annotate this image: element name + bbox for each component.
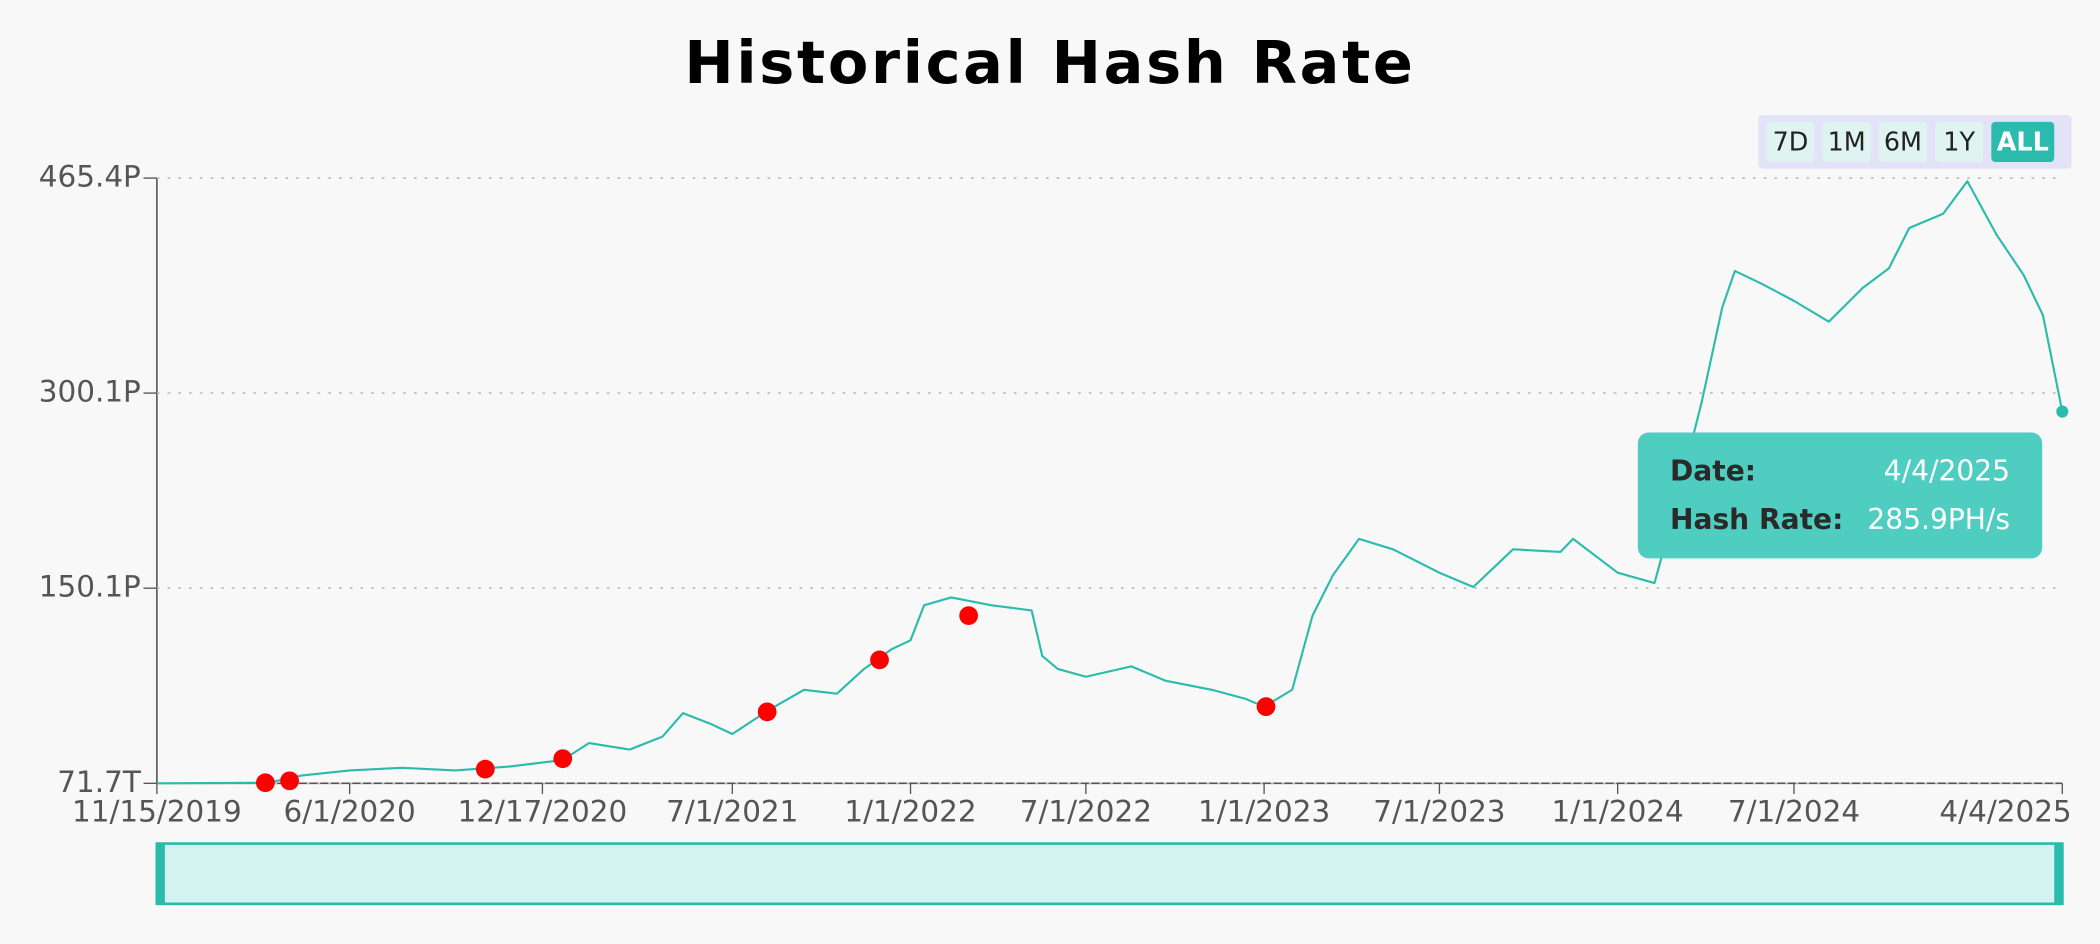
x-tick-label: 12/17/2020	[458, 794, 628, 828]
line	[156, 180, 2064, 785]
event-marker	[553, 749, 573, 769]
y-tick-label: 71.7T	[57, 765, 142, 799]
tooltip-value: 4/4/2025	[1884, 455, 2010, 488]
slider-handle-right[interactable]	[2054, 843, 2064, 904]
y-tick-label: 150.1P	[39, 570, 141, 604]
x-tick-label: 1/1/2024	[1552, 794, 1684, 828]
chart-title: Historical Hash Rate	[684, 28, 1415, 97]
range-button-label: 6M	[1884, 126, 1922, 156]
range-button-label: 1M	[1828, 126, 1866, 156]
slider-handle-left[interactable]	[155, 843, 165, 904]
event-marker	[475, 759, 495, 779]
event-marker	[256, 773, 275, 793]
x-tick-label: 1/1/2022	[844, 794, 976, 828]
range-slider[interactable]	[155, 842, 2064, 906]
x-tick-label: 4/4/2025	[1939, 794, 2071, 828]
event-marker	[959, 606, 979, 626]
tooltip-label: Hash Rate:	[1670, 503, 1843, 536]
range-button-label: 1Y	[1943, 126, 1975, 156]
y-tick-label: 465.4P	[39, 160, 141, 194]
x-tick-label: 11/15/2019	[72, 794, 242, 828]
range-button-label: ALL	[1997, 126, 2049, 156]
event-marker	[870, 650, 889, 670]
range-button-label: 7D	[1773, 126, 1809, 156]
tooltip-box	[1637, 432, 2043, 559]
plot-area: 71.7T 150.1P 300.1P 465.4P 11/15/2019 6/1/202…	[39, 160, 2072, 829]
event-marker	[280, 771, 299, 791]
x-tick-label: 7/1/2024	[1728, 794, 1860, 828]
y-tick-label: 300.1P	[39, 375, 141, 409]
range-button[interactable]	[1991, 121, 2055, 163]
range-button[interactable]	[1878, 121, 1928, 163]
x-tick-label: 7/1/2022	[1020, 794, 1152, 828]
x-tick-label: 7/1/2021	[666, 794, 798, 828]
range-button[interactable]	[1935, 121, 1984, 163]
tooltip-label: Date:	[1670, 455, 1756, 488]
x-tick-label: 1/1/2023	[1198, 794, 1330, 828]
range-button[interactable]	[1766, 121, 1815, 163]
x-tick-label: 6/1/2020	[284, 794, 416, 828]
tooltip-value: 285.9PH/s	[1867, 503, 2010, 536]
range-button[interactable]	[1822, 121, 1871, 163]
tooltip: Date: Hash Rate: 4/4/2025 285.9PH/s	[1637, 432, 2043, 559]
event-marker	[757, 702, 777, 722]
last-point	[2056, 405, 2069, 418]
event-marker	[1256, 697, 1276, 717]
x-tick-label: 7/1/2023	[1373, 794, 1505, 828]
